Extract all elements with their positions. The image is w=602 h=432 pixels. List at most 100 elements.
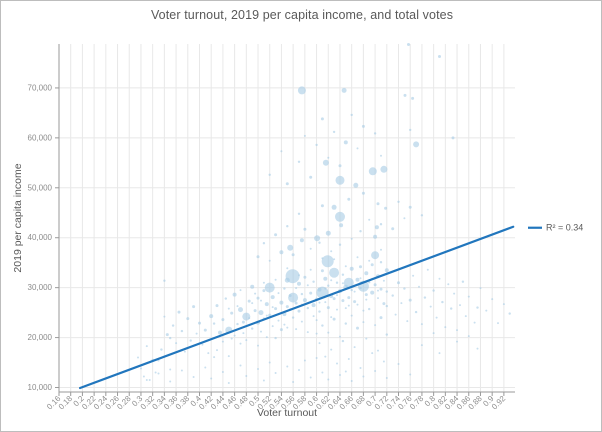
data-point — [292, 381, 295, 383]
data-point — [476, 347, 479, 350]
data-point — [232, 292, 237, 297]
data-point — [192, 305, 196, 309]
data-point — [189, 339, 192, 342]
data-point — [318, 301, 321, 304]
data-point — [379, 316, 383, 320]
data-point — [373, 283, 377, 287]
data-point — [343, 140, 348, 145]
data-point — [438, 55, 441, 58]
data-point — [420, 323, 423, 326]
data-point — [344, 322, 347, 325]
data-point — [315, 357, 318, 359]
data-point — [320, 117, 324, 121]
data-point — [306, 284, 309, 287]
data-point — [285, 305, 289, 309]
data-point — [332, 317, 336, 321]
data-point — [236, 322, 239, 326]
data-point — [338, 243, 342, 246]
data-point — [391, 227, 395, 231]
data-point — [341, 87, 347, 93]
data-point — [335, 211, 345, 222]
data-point — [485, 309, 488, 312]
data-point — [327, 331, 330, 334]
data-point — [338, 164, 342, 168]
data-point — [347, 304, 350, 307]
data-point — [456, 340, 458, 343]
data-point — [253, 309, 257, 313]
data-point — [245, 339, 248, 342]
data-point — [221, 340, 224, 343]
data-point — [341, 339, 345, 343]
data-point — [210, 377, 213, 380]
data-point — [251, 327, 254, 330]
data-point — [344, 265, 347, 268]
data-point — [270, 295, 275, 300]
data-point — [441, 300, 444, 304]
data-point — [268, 361, 271, 364]
data-point — [341, 299, 345, 303]
data-point — [201, 343, 204, 346]
chart-title: Voter turnout, 2019 per capita income, a… — [150, 8, 454, 22]
data-point — [284, 277, 290, 283]
data-point — [347, 296, 351, 300]
data-point — [379, 223, 383, 226]
y-tick-labels: 10,000 20,000 30,000 40,000 50,000 60,000 70,0… — [28, 83, 59, 392]
data-point — [330, 250, 333, 253]
data-point — [476, 306, 479, 309]
data-point — [350, 288, 353, 292]
data-point — [331, 204, 337, 210]
data-point — [279, 300, 284, 305]
data-point — [303, 359, 306, 362]
scatter-points — [137, 43, 511, 384]
data-point — [315, 143, 318, 147]
data-point — [207, 352, 210, 355]
data-point — [286, 225, 289, 228]
data-point — [320, 269, 324, 273]
data-point — [303, 275, 307, 279]
data-point — [250, 284, 255, 289]
data-point — [286, 365, 289, 368]
data-point — [341, 273, 345, 276]
data-point — [356, 256, 359, 259]
data-point — [309, 268, 312, 271]
data-point — [339, 335, 341, 338]
data-point — [385, 333, 388, 336]
data-point — [218, 330, 222, 335]
trend-legend: R² = 0.34 — [528, 223, 583, 233]
data-point — [343, 277, 354, 288]
data-point — [332, 130, 336, 134]
data-point — [221, 371, 224, 373]
data-point — [227, 382, 230, 384]
data-point — [411, 96, 415, 100]
data-point — [303, 134, 306, 137]
data-point — [306, 306, 309, 310]
data-point — [322, 159, 329, 166]
data-point — [450, 307, 453, 310]
data-point — [365, 337, 368, 340]
data-point — [385, 304, 388, 308]
data-point — [332, 297, 336, 301]
data-point — [384, 206, 388, 210]
data-point — [350, 314, 353, 317]
data-point — [339, 374, 341, 376]
data-point — [221, 318, 225, 322]
data-point — [374, 324, 377, 327]
data-point — [209, 314, 214, 319]
data-point — [312, 280, 315, 283]
data-point — [236, 305, 239, 308]
data-point — [356, 326, 359, 330]
data-point — [384, 268, 389, 273]
data-point — [242, 312, 251, 321]
data-point — [444, 326, 447, 329]
data-point — [264, 282, 275, 293]
data-point — [262, 281, 265, 284]
data-point — [321, 324, 324, 327]
data-point — [359, 265, 362, 269]
data-point — [408, 205, 412, 209]
data-point — [230, 337, 233, 340]
data-point — [309, 247, 312, 250]
data-point — [406, 320, 409, 323]
data-point — [330, 348, 333, 351]
data-point — [137, 356, 139, 359]
data-point — [241, 320, 245, 324]
